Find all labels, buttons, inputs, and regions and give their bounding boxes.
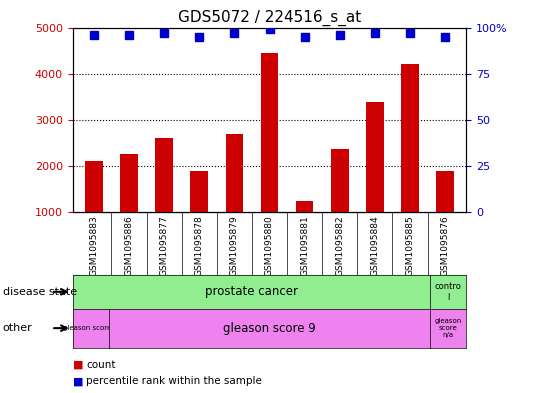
Text: ■: ■	[73, 376, 83, 386]
Text: GSM1095882: GSM1095882	[335, 215, 344, 276]
Bar	[120, 154, 138, 212]
Text: GSM1095883: GSM1095883	[89, 215, 98, 276]
Bar	[401, 64, 419, 212]
Text: GSM1095876: GSM1095876	[441, 215, 450, 276]
Text: GSM1095885: GSM1095885	[405, 215, 414, 276]
Text: gleason
score
n/a: gleason score n/a	[435, 318, 462, 338]
Text: percentile rank within the sample: percentile rank within the sample	[86, 376, 262, 386]
Bar	[85, 162, 102, 212]
Text: gleason score 9: gleason score 9	[223, 321, 316, 335]
Bar	[155, 138, 173, 212]
Bar	[226, 134, 243, 212]
Text: prostate cancer: prostate cancer	[205, 285, 298, 298]
Bar	[190, 171, 208, 212]
Text: GSM1095877: GSM1095877	[160, 215, 169, 276]
Text: GSM1095886: GSM1095886	[125, 215, 134, 276]
Bar	[261, 53, 278, 212]
Text: GDS5072 / 224516_s_at: GDS5072 / 224516_s_at	[178, 10, 361, 26]
Text: ■: ■	[73, 360, 83, 370]
Text: count: count	[86, 360, 116, 370]
Text: contro
l: contro l	[435, 282, 462, 301]
Bar	[296, 201, 313, 212]
Bar	[437, 171, 454, 212]
Text: GSM1095884: GSM1095884	[370, 215, 379, 276]
Text: gleason score 8: gleason score 8	[63, 325, 118, 331]
Text: GSM1095881: GSM1095881	[300, 215, 309, 276]
Text: disease state: disease state	[3, 287, 77, 297]
Text: other: other	[3, 323, 32, 333]
Bar	[331, 149, 349, 212]
Text: GSM1095880: GSM1095880	[265, 215, 274, 276]
Text: GSM1095879: GSM1095879	[230, 215, 239, 276]
Text: GSM1095878: GSM1095878	[195, 215, 204, 276]
Bar	[366, 102, 384, 212]
